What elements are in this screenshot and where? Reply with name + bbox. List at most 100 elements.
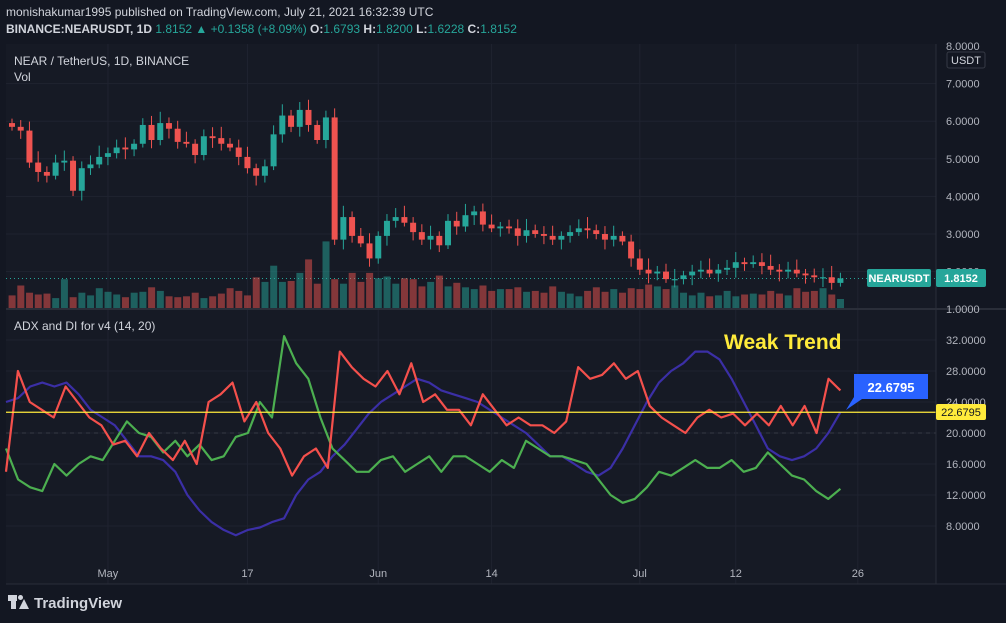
candle-body (532, 230, 539, 234)
candle-body (288, 115, 295, 127)
volume-bar (566, 293, 574, 308)
level-axis-tag-value: 22.6795 (941, 407, 981, 419)
volume-bar (34, 294, 42, 308)
candle-body (793, 269, 800, 274)
volume-bar (278, 281, 286, 308)
symbol-name: BINANCE:NEARUSDT, 1D (6, 22, 153, 36)
volume-bar (305, 259, 313, 308)
tradingview-logo-text: TradingView (34, 595, 123, 612)
volume-bar (69, 297, 77, 308)
candle-body (837, 278, 844, 283)
candle-body (654, 271, 661, 274)
candle-body (383, 220, 390, 236)
volume-bar (52, 298, 60, 308)
candle-body (26, 130, 33, 163)
volume-bar (435, 275, 443, 308)
volume-bar (671, 285, 679, 308)
price-tick-label: 8.0000 (946, 41, 980, 53)
candle-body (139, 124, 146, 144)
candle-body (462, 215, 469, 227)
tradingview-logo[interactable]: TradingView (8, 595, 122, 612)
volume-bar (828, 294, 836, 308)
volume-bar (174, 297, 182, 308)
price-axis-tag-value: 1.8152 (944, 273, 978, 285)
candle-body (122, 147, 129, 150)
volume-bar (706, 296, 714, 308)
candle-body (131, 143, 138, 150)
volume-bar (87, 295, 95, 308)
candle-body (785, 269, 792, 272)
volume-bar (741, 294, 749, 308)
chart-header: monishakumar1995 published on TradingVie… (6, 4, 517, 38)
last-price: 1.8152 (155, 22, 193, 36)
volume-bar (409, 279, 417, 308)
price-tick-label: 6.0000 (946, 116, 980, 128)
currency-label: USDT (951, 55, 981, 67)
candle-body (340, 217, 347, 240)
indicator-tick-label: 32.0000 (946, 335, 986, 347)
candle-body (357, 235, 364, 244)
volume-bar (8, 295, 16, 308)
volume-bar (819, 288, 827, 308)
volume-bar (680, 292, 688, 308)
candle-body (104, 153, 111, 157)
close-label: C: (467, 22, 481, 36)
volume-bar (714, 295, 722, 308)
volume-bar (557, 291, 565, 308)
volume-bar (200, 298, 208, 308)
candle-body (113, 147, 120, 154)
candle-body (610, 235, 617, 240)
candle-body (183, 141, 190, 144)
volume-bar (444, 286, 452, 308)
low-label: L: (416, 22, 428, 36)
candle-body (227, 143, 233, 148)
time-tick-label: May (98, 568, 119, 580)
time-tick-label: 14 (485, 568, 497, 580)
volume-bar (165, 296, 173, 308)
candle-body (87, 164, 94, 169)
volume-bar (427, 281, 435, 308)
volume-bar (531, 290, 539, 308)
candle-body (235, 147, 242, 157)
volume-bar (479, 285, 487, 308)
indicator-lines (4, 335, 936, 537)
candle-body (724, 267, 731, 270)
volume-bar (95, 288, 103, 308)
volume-bar (688, 295, 696, 308)
volume-bar (775, 293, 783, 308)
volume-bar (383, 276, 391, 308)
currency-box (946, 51, 986, 69)
volume-label: Vol (14, 70, 31, 84)
volume-bar (514, 287, 522, 308)
volume-bar (575, 296, 583, 308)
candle-body (418, 232, 425, 240)
volume-bar (139, 291, 147, 308)
candle-body (61, 160, 68, 163)
weak-trend-annotation: Weak Trend (724, 331, 842, 354)
axes-labels: 8.00007.00006.00005.00004.00003.00002.00… (98, 41, 986, 580)
candle-body (663, 271, 669, 280)
indicator-tick-label: 8.0000 (946, 521, 980, 533)
high-label: H: (363, 22, 377, 36)
indicator-tick-label: 16.0000 (946, 459, 986, 471)
candle-body (636, 258, 643, 270)
volume-bar (662, 289, 670, 308)
candle-body (549, 235, 556, 240)
volume-bar (627, 288, 635, 308)
volume-bar (802, 291, 810, 308)
volume-bar (366, 272, 374, 308)
volume-bar (226, 288, 234, 308)
time-tick-label: 26 (852, 568, 864, 580)
candle-body (767, 265, 774, 270)
candle-body (488, 224, 495, 229)
volume-bar (732, 296, 740, 308)
candle-body (497, 226, 504, 229)
volume-bar (43, 293, 51, 308)
time-tick-label: Jul (633, 568, 647, 580)
volume-bar (793, 288, 801, 308)
symbol-tag-label: NEARUSDT (868, 273, 929, 285)
volume-bar (78, 292, 86, 308)
volume-bar (348, 272, 356, 308)
candle-body (261, 166, 268, 176)
